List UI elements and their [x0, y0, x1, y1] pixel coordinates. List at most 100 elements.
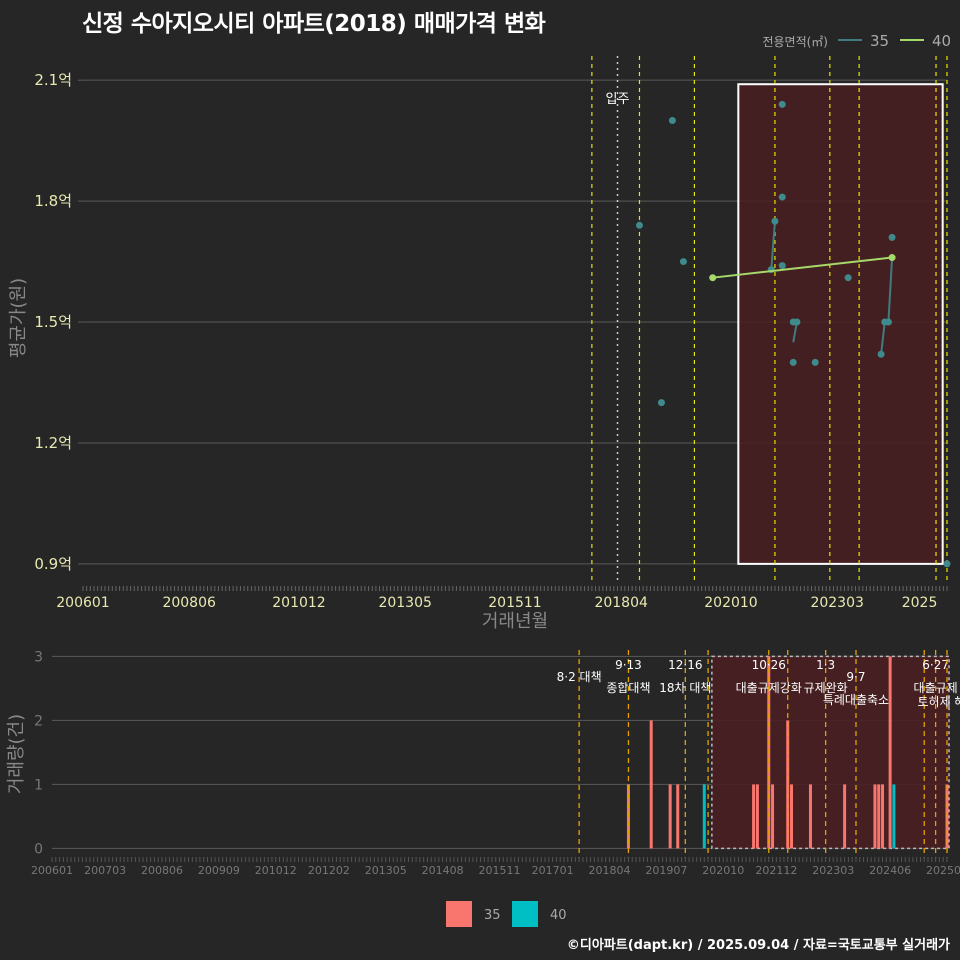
series-35-point	[778, 193, 786, 201]
legend-35-label: 35	[870, 32, 889, 50]
series-35-point	[844, 274, 852, 282]
series-35-bar	[771, 784, 775, 849]
series-35-point	[888, 233, 896, 241]
series-35-bar	[843, 784, 847, 849]
series-35-bar	[881, 784, 885, 849]
series-35-bar	[808, 784, 812, 849]
legend-bar-40-swatch	[512, 901, 538, 927]
bottom-policy-sublabel: 대출규제강화	[736, 681, 802, 695]
series-35-bar	[752, 784, 756, 849]
top-x-minor-ticks	[82, 586, 948, 591]
series-40-point	[709, 274, 717, 282]
series-35-point	[877, 350, 885, 358]
series-35-bar	[786, 720, 790, 849]
series-35-bar	[877, 784, 881, 849]
legend-title: 전용면적(㎡)	[762, 35, 828, 49]
series-35-point	[884, 318, 892, 326]
top-y-tick-label: 1.5억	[34, 313, 72, 331]
bottom-y-tick-label: 3	[34, 649, 43, 665]
bottom-y-tick-label: 1	[34, 777, 43, 793]
bottom-x-tick-label: 200909	[198, 864, 240, 877]
bottom-x-tick-label: 202112	[755, 864, 797, 877]
chart-title: 신정 수아지오시티 아파트(2018) 매매가격 변화	[82, 11, 546, 37]
series-35-bar	[676, 784, 680, 849]
legend-bar-35-swatch	[446, 901, 472, 927]
legend-bar-35-label: 35	[484, 908, 501, 923]
bottom-policy-label: 6·27	[922, 658, 949, 672]
bottom-policy-label: 토허제 해제	[917, 695, 960, 709]
bottom-x-tick-label: 200806	[141, 864, 183, 877]
top-x-axis-label: 거래년월	[482, 611, 548, 632]
bottom-x-tick-label: 201305	[365, 864, 407, 877]
bottom-policy-label: 9·13	[615, 658, 642, 672]
series-35-point	[811, 358, 819, 366]
series-35-bar	[649, 720, 653, 849]
bottom-policy-sublabel: 규제완화	[804, 681, 848, 695]
bottom-x-tick-label: 200601	[31, 864, 73, 877]
series-35-point	[771, 217, 779, 225]
bottom-policy-label: 9·7	[846, 670, 865, 684]
top-x-tick-label: 200806	[162, 595, 216, 611]
bottom-x-tick-label: 201202	[308, 864, 350, 877]
series-35-point	[778, 262, 786, 270]
bottom-x-tick-label: 201408	[422, 864, 464, 877]
bottom-x-tick-label: 201907	[645, 864, 687, 877]
bottom-policy-sublabel: 특례대출축소	[823, 693, 889, 707]
bottom-y-tick-label: 0	[34, 841, 43, 857]
top-highlight-box	[737, 83, 944, 565]
series-35-bar	[873, 784, 877, 849]
series-35-point	[789, 358, 797, 366]
bottom-x-tick-label: 201804	[588, 864, 630, 877]
series-35-point	[668, 116, 676, 124]
top-y-tick-label: 1.2억	[34, 434, 72, 452]
top-y-tick-label: 1.8억	[34, 192, 72, 210]
bottom-x-tick-label: 201012	[255, 864, 297, 877]
bottom-highlight-box	[711, 655, 950, 850]
series-35-line	[887, 257, 894, 323]
series-40-line	[712, 256, 893, 279]
bottom-y-axis-label: 거래량(건)	[6, 714, 27, 794]
bottom-x-tick-label: 201701	[532, 864, 574, 877]
top-x-tick-label: 200601	[56, 595, 109, 611]
series-35-point	[943, 560, 951, 568]
bottom-y-tick-label: 2	[34, 713, 43, 729]
source-caption: ©디아파트(dapt.kr) / 2025.09.04 / 자료=국토교통부 실…	[566, 938, 950, 953]
top-x-tick-label: 201804	[594, 595, 648, 611]
series-35-point	[657, 399, 665, 407]
series-35-point	[793, 318, 801, 326]
series-35-point	[778, 100, 786, 108]
bottom-x-tick-label: 202406	[869, 864, 911, 877]
top-y-axis-label: 평균가(원)	[8, 278, 29, 358]
series-35-bar	[888, 656, 892, 849]
series-35-bar	[755, 784, 759, 849]
legend-40-label: 40	[932, 32, 951, 50]
bottom-x-tick-label: 200703	[84, 864, 126, 877]
bottom-x-minor-ticks	[51, 857, 948, 862]
top-x-tick-label: 202010	[704, 595, 757, 611]
bottom-policy-label: 12·16	[668, 658, 702, 672]
top-x-tick-label: 202303	[810, 595, 863, 611]
legend-bar-40-label: 40	[550, 908, 567, 923]
bottom-x-tick-label: 201511	[479, 864, 521, 877]
bottom-x-tick-label: 202010	[702, 864, 744, 877]
bottom-policy-sublabel: 18차 대책	[659, 680, 711, 695]
bottom-x-tick-label: 202303	[812, 864, 854, 877]
bottom-policy-sublabel: 대출규제	[914, 681, 958, 695]
series-35-point	[679, 258, 687, 266]
top-movein-label: 입주	[606, 92, 630, 107]
top-y-tick-label: 2.1억	[34, 71, 72, 89]
bottom-policy-label: 1·3	[816, 658, 835, 672]
top-x-tick-label: 201305	[378, 595, 431, 611]
series-35-bar	[790, 784, 794, 849]
series-40-bar	[702, 784, 706, 849]
bottom-policy-sublabel: 종합대책	[606, 680, 650, 695]
series-35-line	[770, 221, 776, 270]
top-x-tick-label: 201012	[272, 595, 325, 611]
series-35-bar	[668, 784, 672, 849]
bottom-policy-label: 10·26	[752, 658, 786, 672]
top-x-tick-label: 201511	[488, 595, 541, 611]
series-40-point	[888, 254, 896, 262]
top-x-tick-label: 2025	[902, 595, 938, 611]
top-y-tick-label: 0.9억	[34, 555, 72, 573]
